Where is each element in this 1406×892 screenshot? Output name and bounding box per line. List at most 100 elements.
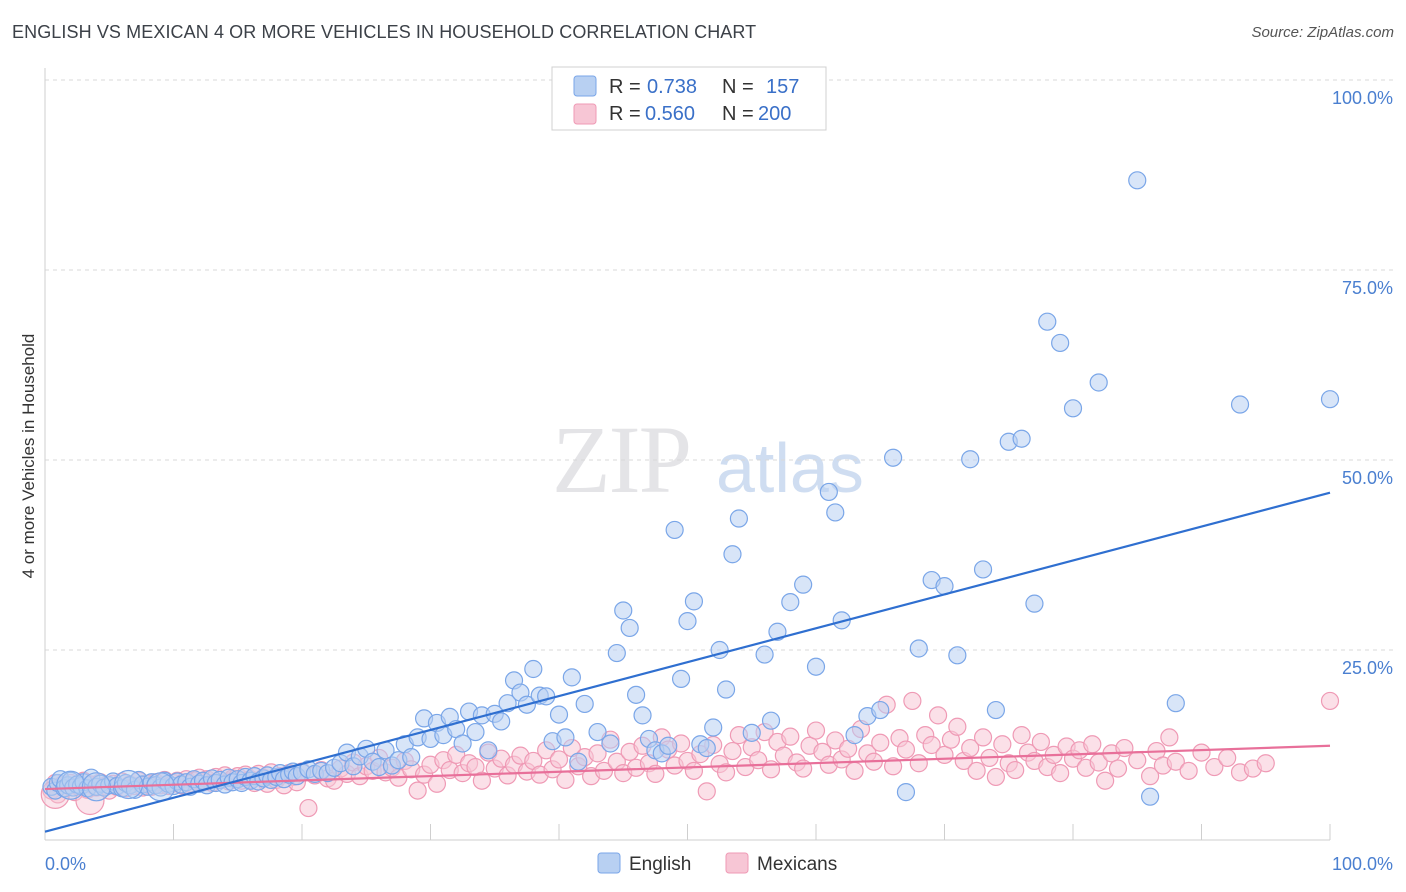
english-point bbox=[684, 592, 704, 611]
mexicans-point bbox=[781, 727, 800, 746]
mexicans-point bbox=[948, 717, 967, 736]
english-point bbox=[678, 612, 697, 631]
mexicans-point bbox=[684, 761, 704, 780]
english-point bbox=[537, 687, 556, 706]
english-point bbox=[794, 575, 813, 594]
english-point bbox=[704, 718, 723, 737]
tick-labels: 25.0% 50.0% 75.0% 100.0% 0.0% 100.0% bbox=[45, 88, 1393, 874]
english-point bbox=[607, 643, 626, 663]
x-tick-label-100: 100.0% bbox=[1332, 854, 1393, 874]
english-point bbox=[1089, 373, 1108, 392]
english-point bbox=[819, 482, 838, 502]
trend-lines bbox=[44, 491, 1331, 833]
english-point-large bbox=[113, 769, 144, 800]
english-point bbox=[742, 723, 761, 742]
series-legend: English Mexicans bbox=[597, 852, 837, 875]
english-point bbox=[961, 450, 980, 469]
mexicans-point bbox=[427, 774, 447, 793]
legend-r-label-english: R = bbox=[609, 76, 641, 98]
english-point bbox=[569, 752, 588, 771]
mexicans-point bbox=[967, 761, 986, 780]
mexicans-point bbox=[826, 731, 845, 750]
mexicans-point bbox=[845, 761, 864, 780]
english-point bbox=[986, 700, 1006, 720]
english-point-large bbox=[146, 772, 176, 802]
english-point bbox=[453, 734, 472, 753]
english-point bbox=[575, 694, 594, 714]
mexicans-point bbox=[1320, 691, 1340, 711]
legend-r-value-mexicans: 0.560 bbox=[645, 103, 695, 125]
english-point bbox=[614, 601, 633, 620]
english-point bbox=[665, 520, 684, 540]
mexicans-point bbox=[896, 740, 916, 759]
mexicans-point bbox=[935, 745, 954, 764]
mexicans-point bbox=[1128, 751, 1147, 770]
english-point bbox=[524, 659, 543, 679]
mexicans-point bbox=[1205, 757, 1224, 777]
mexicans-point bbox=[883, 757, 903, 776]
legend-n-value-english: 157 bbox=[766, 76, 799, 98]
legend-r-label-mexicans: R = bbox=[609, 103, 641, 125]
mexicans-point bbox=[299, 798, 318, 818]
english-point bbox=[755, 645, 774, 664]
mexicans-point bbox=[871, 733, 890, 752]
english-point bbox=[556, 728, 575, 747]
mexicans-point bbox=[922, 735, 941, 755]
english-point bbox=[1230, 395, 1250, 414]
english-point bbox=[1038, 312, 1057, 331]
mexicans-point bbox=[1160, 728, 1179, 747]
english-point bbox=[466, 722, 485, 742]
english-point bbox=[973, 560, 993, 579]
y-tick-label-75: 75.0% bbox=[1342, 278, 1393, 298]
english-point bbox=[1128, 171, 1147, 190]
grid-lines bbox=[45, 79, 1393, 651]
english-point bbox=[1140, 787, 1160, 806]
y-axis-title: 4 or more Vehicles in Household bbox=[19, 334, 38, 579]
mexicans-point bbox=[973, 728, 993, 747]
legend-n-value-mexicans: 200 bbox=[758, 103, 791, 125]
english-point bbox=[626, 685, 646, 704]
english-point bbox=[806, 657, 826, 676]
mexicans-point bbox=[716, 763, 736, 782]
english-point bbox=[768, 622, 787, 641]
mexicans-point bbox=[549, 750, 569, 769]
mexicans-point bbox=[1096, 771, 1115, 790]
mexicans-point bbox=[408, 781, 427, 800]
english-point bbox=[697, 738, 716, 758]
mexicans-point bbox=[1218, 748, 1237, 768]
bottom-legend-english: English bbox=[629, 854, 691, 875]
english-point bbox=[896, 783, 916, 802]
mexicans-point bbox=[928, 706, 948, 725]
english-point bbox=[826, 503, 845, 522]
english-point bbox=[549, 705, 569, 724]
mexicans-point bbox=[556, 770, 575, 790]
mexicans-point bbox=[1031, 732, 1050, 752]
mexicans-point bbox=[723, 741, 742, 761]
mexicans-point bbox=[588, 744, 607, 763]
mexicans-point bbox=[1179, 761, 1198, 780]
english-point bbox=[1063, 399, 1083, 418]
mexicans-point bbox=[1083, 735, 1102, 754]
english-point bbox=[671, 669, 691, 688]
english-point bbox=[716, 680, 736, 699]
legend-swatch-english bbox=[573, 75, 597, 97]
english-point bbox=[781, 593, 800, 612]
english-point bbox=[1012, 429, 1031, 448]
legend-swatch-mexicans bbox=[573, 103, 597, 125]
english-point bbox=[402, 748, 421, 767]
mexicans-point bbox=[1166, 752, 1185, 771]
mexicans-point bbox=[697, 782, 716, 801]
legend-n-label-mexicans: N = bbox=[722, 103, 754, 125]
mexicans-point bbox=[986, 767, 1006, 787]
mexicans-point bbox=[1140, 767, 1160, 786]
legend-r-value-english: 0.738 bbox=[647, 76, 697, 98]
english-point bbox=[761, 711, 781, 730]
english-point bbox=[659, 736, 678, 755]
english-points bbox=[42, 171, 1340, 806]
y-tick-label-50: 50.0% bbox=[1342, 468, 1393, 488]
mexicans-point bbox=[909, 754, 928, 773]
english-point bbox=[588, 722, 607, 742]
english-point bbox=[1051, 333, 1070, 353]
english-point bbox=[883, 448, 903, 467]
